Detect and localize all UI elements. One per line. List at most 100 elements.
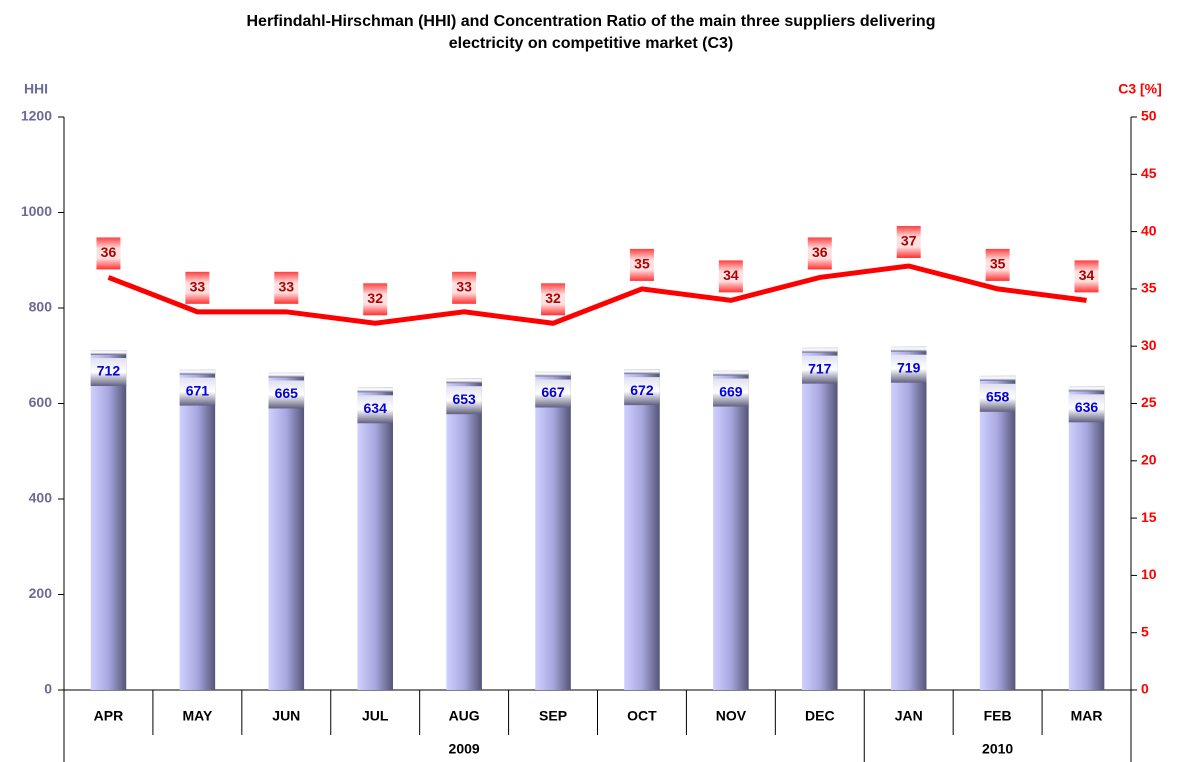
value-label: 636	[1075, 399, 1099, 415]
bar	[979, 375, 1016, 690]
x-tick-label: FEB	[984, 708, 1012, 724]
value-label: 34	[1079, 267, 1095, 283]
value-label: 658	[986, 389, 1010, 405]
bar-cap	[624, 369, 660, 375]
value-label: 634	[364, 400, 388, 416]
value-label-box	[96, 237, 121, 270]
value-label: 672	[630, 382, 654, 398]
value-label: 719	[897, 359, 921, 375]
line	[107, 263, 1087, 326]
x-tick-label: SEP	[539, 708, 567, 724]
value-label: 32	[367, 290, 383, 306]
value-label: 669	[719, 383, 743, 399]
value-label: 36	[101, 244, 117, 260]
value-label: 653	[452, 391, 476, 407]
bar	[179, 369, 216, 690]
x-tick-label: JUL	[362, 708, 389, 724]
value-label-box	[718, 260, 743, 293]
bar	[268, 372, 305, 690]
bar-cap	[1068, 386, 1105, 392]
value-label: 35	[634, 256, 650, 272]
value-label: 36	[812, 244, 828, 260]
bar-cap	[357, 387, 393, 393]
bar-cap	[179, 369, 216, 375]
value-label-box	[268, 380, 305, 409]
value-label-box	[890, 354, 927, 383]
x-tick-label: MAY	[182, 708, 212, 724]
y-tick-label: 800	[29, 299, 53, 315]
y2-tick-label: 5	[1141, 623, 1149, 639]
value-label-box	[541, 283, 566, 316]
value-label: 717	[808, 360, 832, 376]
value-label: 665	[275, 385, 299, 401]
x-tick-label: JUN	[272, 708, 300, 724]
value-label-box	[807, 237, 832, 270]
value-label: 34	[723, 267, 739, 283]
value-label-box	[274, 271, 299, 304]
y-tick-label: 600	[29, 394, 53, 410]
value-label-box	[985, 248, 1010, 281]
value-label-box	[179, 377, 216, 406]
value-label-box	[1068, 394, 1105, 423]
value-label-box	[1074, 260, 1099, 293]
y2-tick-label: 40	[1141, 222, 1157, 238]
value-label: 33	[456, 279, 472, 295]
value-label: 33	[279, 279, 295, 295]
x-tick-label: AUG	[449, 708, 480, 724]
value-label-box	[90, 358, 127, 387]
y2-tick-label: 0	[1141, 681, 1149, 697]
value-label: 33	[190, 279, 206, 295]
bar-cap	[979, 375, 1016, 381]
x-tick-label: OCT	[627, 708, 657, 724]
y2-tick-label: 35	[1141, 280, 1157, 296]
bar-cap	[802, 347, 838, 353]
bar-cap	[90, 350, 127, 356]
y-tick-label: 1000	[21, 203, 52, 219]
x-tick-label: MAR	[1071, 708, 1103, 724]
y-axis-title: HHI	[24, 81, 48, 97]
y2-tick-label: 10	[1141, 566, 1157, 582]
value-label: 37	[901, 233, 917, 249]
chart-title: electricity on competitive market (C3)	[449, 35, 734, 52]
bar-cap	[890, 346, 927, 352]
x-group-label: 2009	[449, 741, 480, 757]
y2-tick-label: 30	[1141, 337, 1157, 353]
value-label-box	[452, 271, 477, 304]
bar-cap	[713, 370, 749, 376]
value-label-box	[802, 355, 838, 384]
y2-tick-label: 20	[1141, 452, 1157, 468]
y2-tick-label: 15	[1141, 509, 1157, 525]
value-label-box	[896, 225, 921, 258]
y-tick-label: 200	[29, 585, 53, 601]
bar-cap	[446, 378, 482, 384]
bar	[624, 369, 660, 690]
bar	[802, 347, 838, 690]
value-label: 667	[541, 384, 565, 400]
value-label-box	[629, 248, 654, 281]
value-label-box	[979, 383, 1016, 412]
bar	[535, 371, 571, 690]
bar-cap	[535, 371, 571, 377]
value-label: 671	[186, 382, 210, 398]
bar	[890, 346, 927, 690]
value-label-box	[363, 283, 388, 316]
y2-axis-title: C3 [%]	[1118, 81, 1162, 97]
y-tick-label: 0	[44, 681, 52, 697]
value-label-box	[535, 379, 571, 408]
value-label-box	[713, 378, 749, 407]
y-tick-label: 400	[29, 490, 53, 506]
x-group-label: 2010	[982, 741, 1013, 757]
bar	[446, 378, 482, 690]
value-label-box	[357, 395, 393, 424]
y2-tick-label: 45	[1141, 165, 1157, 181]
value-label-box	[624, 377, 660, 406]
bar	[1068, 386, 1105, 690]
y2-tick-label: 50	[1141, 108, 1157, 124]
x-tick-label: NOV	[716, 708, 747, 724]
y-tick-label: 1200	[21, 108, 52, 124]
value-label-box	[185, 271, 210, 304]
bar	[90, 350, 127, 690]
value-label: 712	[97, 363, 121, 379]
x-tick-label: JAN	[895, 708, 923, 724]
